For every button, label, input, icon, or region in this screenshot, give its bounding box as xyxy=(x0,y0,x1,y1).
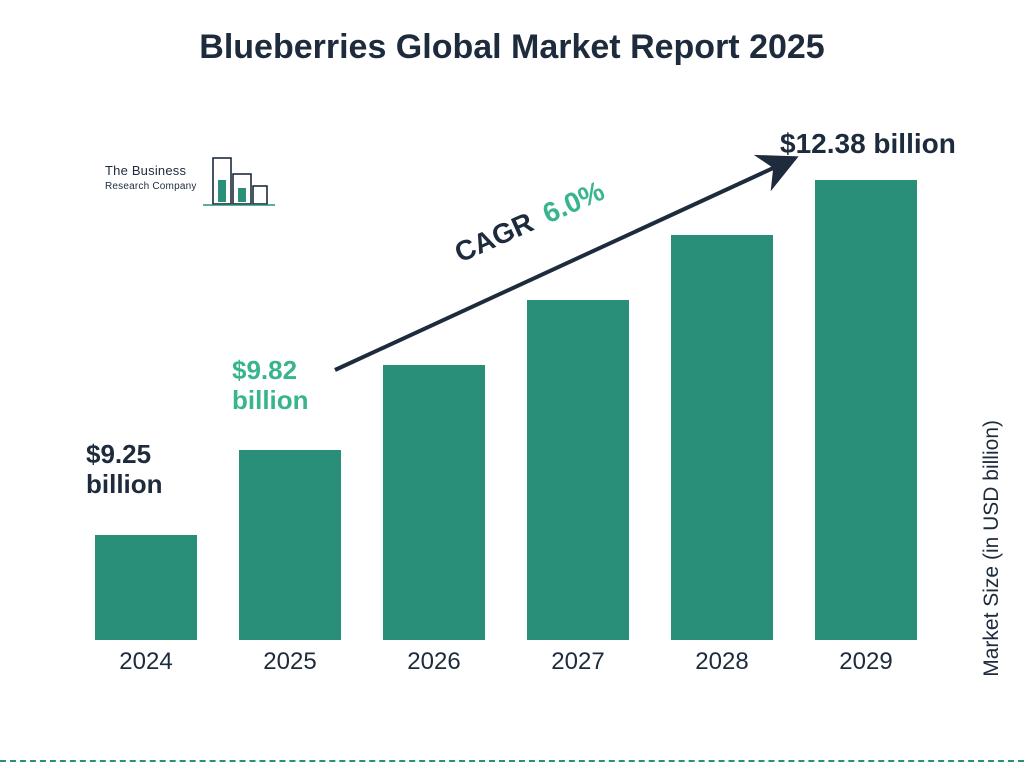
bar xyxy=(671,235,773,640)
report-figure: Blueberries Global Market Report 2025 Th… xyxy=(0,0,1024,768)
x-tick-label: 2024 xyxy=(95,648,197,676)
value-label: $12.38 billion xyxy=(780,128,1000,160)
value-label: $9.25 billion xyxy=(86,440,196,500)
bar xyxy=(383,365,485,640)
plot-area xyxy=(80,110,950,640)
bar xyxy=(95,535,197,640)
bar xyxy=(527,300,629,640)
x-tick-label: 2026 xyxy=(383,648,485,676)
value-label: $9.82 billion xyxy=(232,356,342,416)
bar xyxy=(815,180,917,640)
x-tick-label: 2027 xyxy=(527,648,629,676)
footer-divider xyxy=(0,760,1024,762)
bar-chart: CAGR 6.0% $9.25 billion$9.82 billion$12.… xyxy=(80,110,950,670)
chart-title: Blueberries Global Market Report 2025 xyxy=(0,28,1024,67)
x-tick-label: 2029 xyxy=(815,648,917,676)
bar xyxy=(239,450,341,640)
x-tick-label: 2028 xyxy=(671,648,773,676)
x-tick-label: 2025 xyxy=(239,648,341,676)
y-axis-label: Market Size (in USD billion) xyxy=(980,420,1004,677)
